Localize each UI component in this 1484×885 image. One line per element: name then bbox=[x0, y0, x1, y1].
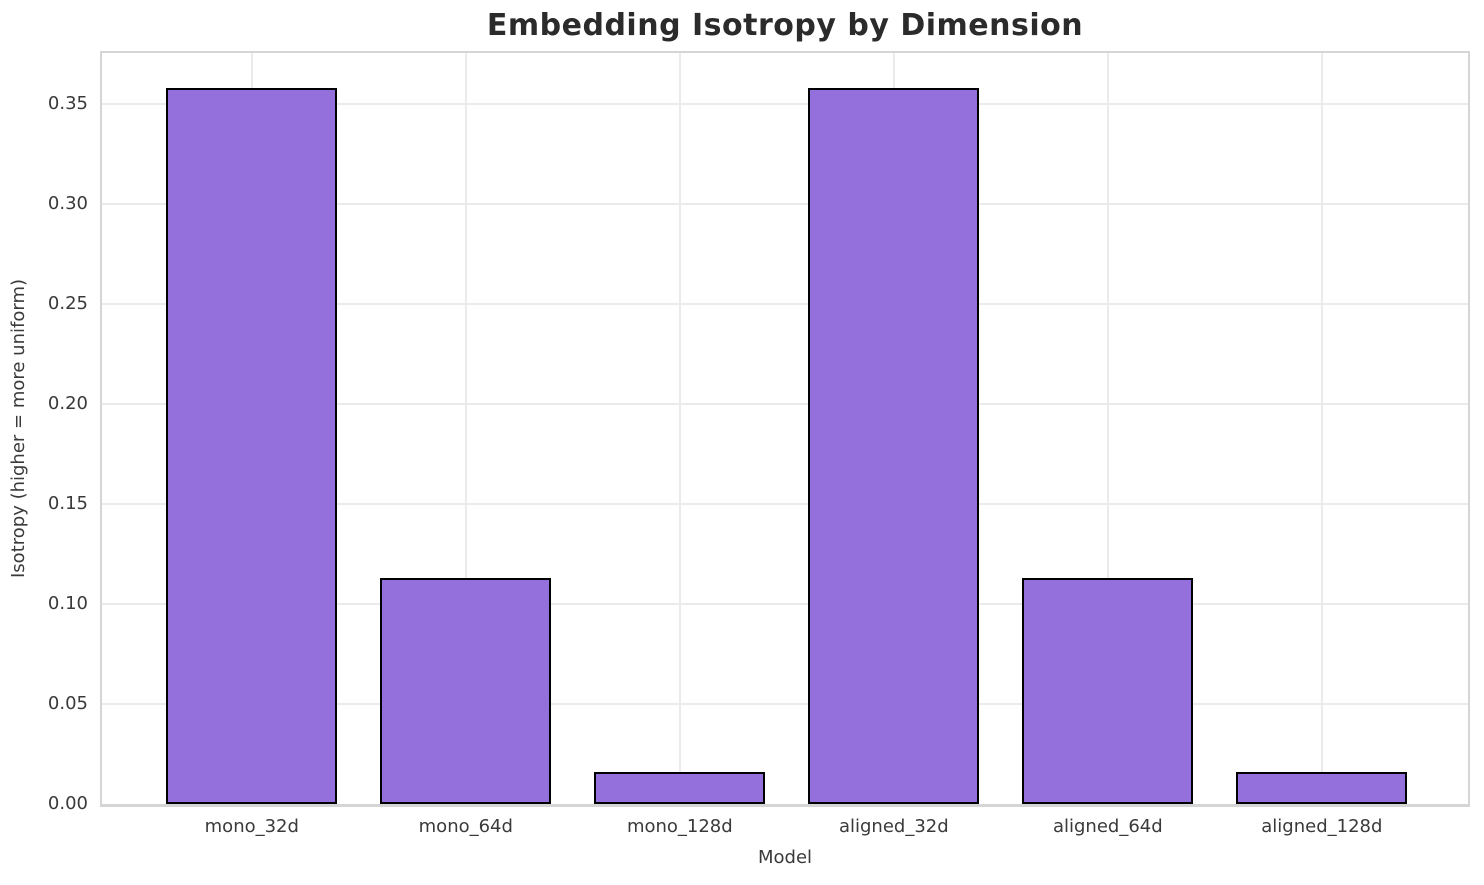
x-axis-label: Model bbox=[757, 847, 813, 868]
v-gridline bbox=[464, 53, 467, 804]
x-tick-label: mono_64d bbox=[418, 816, 513, 837]
h-gridline bbox=[102, 503, 1468, 505]
x-tick-label: aligned_32d bbox=[838, 816, 949, 837]
x-tick-label: mono_32d bbox=[204, 816, 299, 837]
bar-mono_32d bbox=[166, 88, 338, 804]
bar-mono_64d bbox=[380, 578, 552, 804]
chart-title: Embedding Isotropy by Dimension bbox=[486, 8, 1084, 43]
bar-mono_128d bbox=[594, 772, 766, 804]
y-tick-label: 0.10 bbox=[47, 593, 88, 614]
top-spine bbox=[100, 51, 1470, 53]
h-gridline bbox=[102, 303, 1468, 305]
h-gridline bbox=[102, 403, 1468, 405]
v-gridline bbox=[678, 53, 681, 804]
h-gridline bbox=[102, 703, 1468, 705]
bottom-spine bbox=[100, 804, 1470, 807]
v-gridline bbox=[1106, 53, 1109, 804]
v-gridline bbox=[1320, 53, 1323, 804]
x-tick-label: aligned_128d bbox=[1261, 816, 1383, 837]
h-gridline bbox=[102, 103, 1468, 105]
right-spine bbox=[1468, 53, 1470, 804]
bar-aligned_64d bbox=[1022, 578, 1194, 804]
y-tick-label: 0.05 bbox=[47, 693, 88, 714]
y-tick-label: 0.35 bbox=[47, 93, 88, 114]
bar-aligned_32d bbox=[808, 88, 980, 804]
y-tick-label: 0.15 bbox=[47, 493, 88, 514]
left-spine bbox=[100, 53, 102, 804]
x-tick-label: aligned_64d bbox=[1052, 816, 1163, 837]
bar-aligned_128d bbox=[1236, 772, 1408, 804]
y-tick-label: 0.30 bbox=[47, 193, 88, 214]
y-tick-label: 0.25 bbox=[47, 293, 88, 314]
h-gridline bbox=[102, 203, 1468, 205]
x-tick-label: mono_128d bbox=[626, 816, 733, 837]
h-gridline bbox=[102, 603, 1468, 605]
y-tick-label: 0.00 bbox=[47, 793, 88, 814]
y-tick-label: 0.20 bbox=[47, 393, 88, 414]
